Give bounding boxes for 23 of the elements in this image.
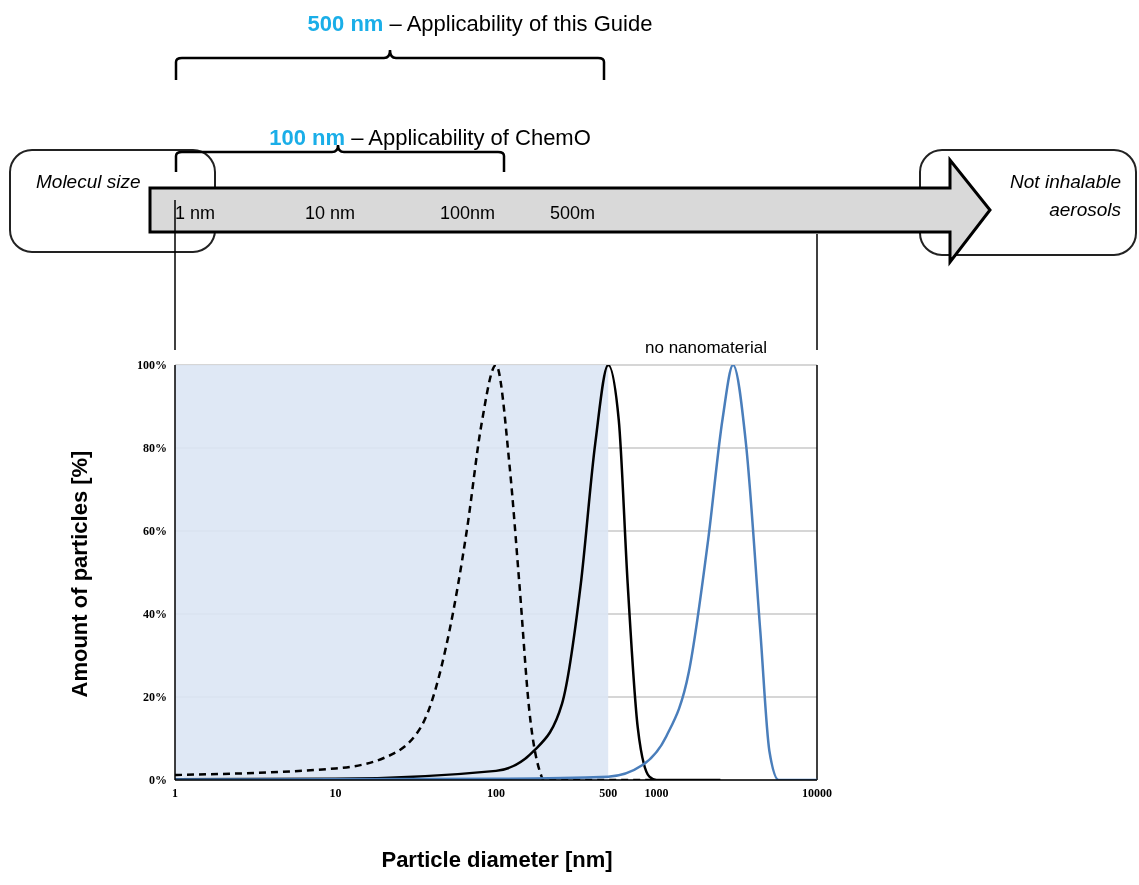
- x-tick-label: 100: [487, 785, 505, 800]
- y-tick-label: 80%: [143, 441, 167, 456]
- x-tick-label: 10000: [802, 785, 832, 800]
- y-tick-label: 100%: [137, 358, 167, 373]
- y-tick-label: 0%: [149, 773, 167, 788]
- x-tick-label: 1: [172, 785, 178, 800]
- text: 1 nm: [175, 203, 216, 223]
- y-tick-label: 40%: [143, 607, 167, 622]
- text: no nanomaterial: [645, 338, 767, 357]
- y-tick-label: 60%: [143, 524, 167, 539]
- x-tick-label: 1000: [644, 785, 669, 800]
- text: Not inhalable aerosols: [1010, 171, 1121, 220]
- x-tick-label: 500: [599, 785, 618, 800]
- text: 500m: [550, 203, 596, 223]
- text: 100nm: [440, 203, 496, 223]
- text: 100 nm – Applicability of ChemO: [269, 125, 591, 150]
- x-tick-label: 10: [329, 785, 342, 800]
- x-axis-title: Particle diameter [nm]: [381, 847, 613, 873]
- text: 500 nm – Applicability of this Guide: [307, 11, 653, 36]
- y-axis-title: Amount of particles [%]: [67, 450, 93, 698]
- y-tick-label: 20%: [143, 690, 167, 705]
- text: Molecul size: [36, 171, 141, 192]
- text: 10 nm: [305, 203, 356, 223]
